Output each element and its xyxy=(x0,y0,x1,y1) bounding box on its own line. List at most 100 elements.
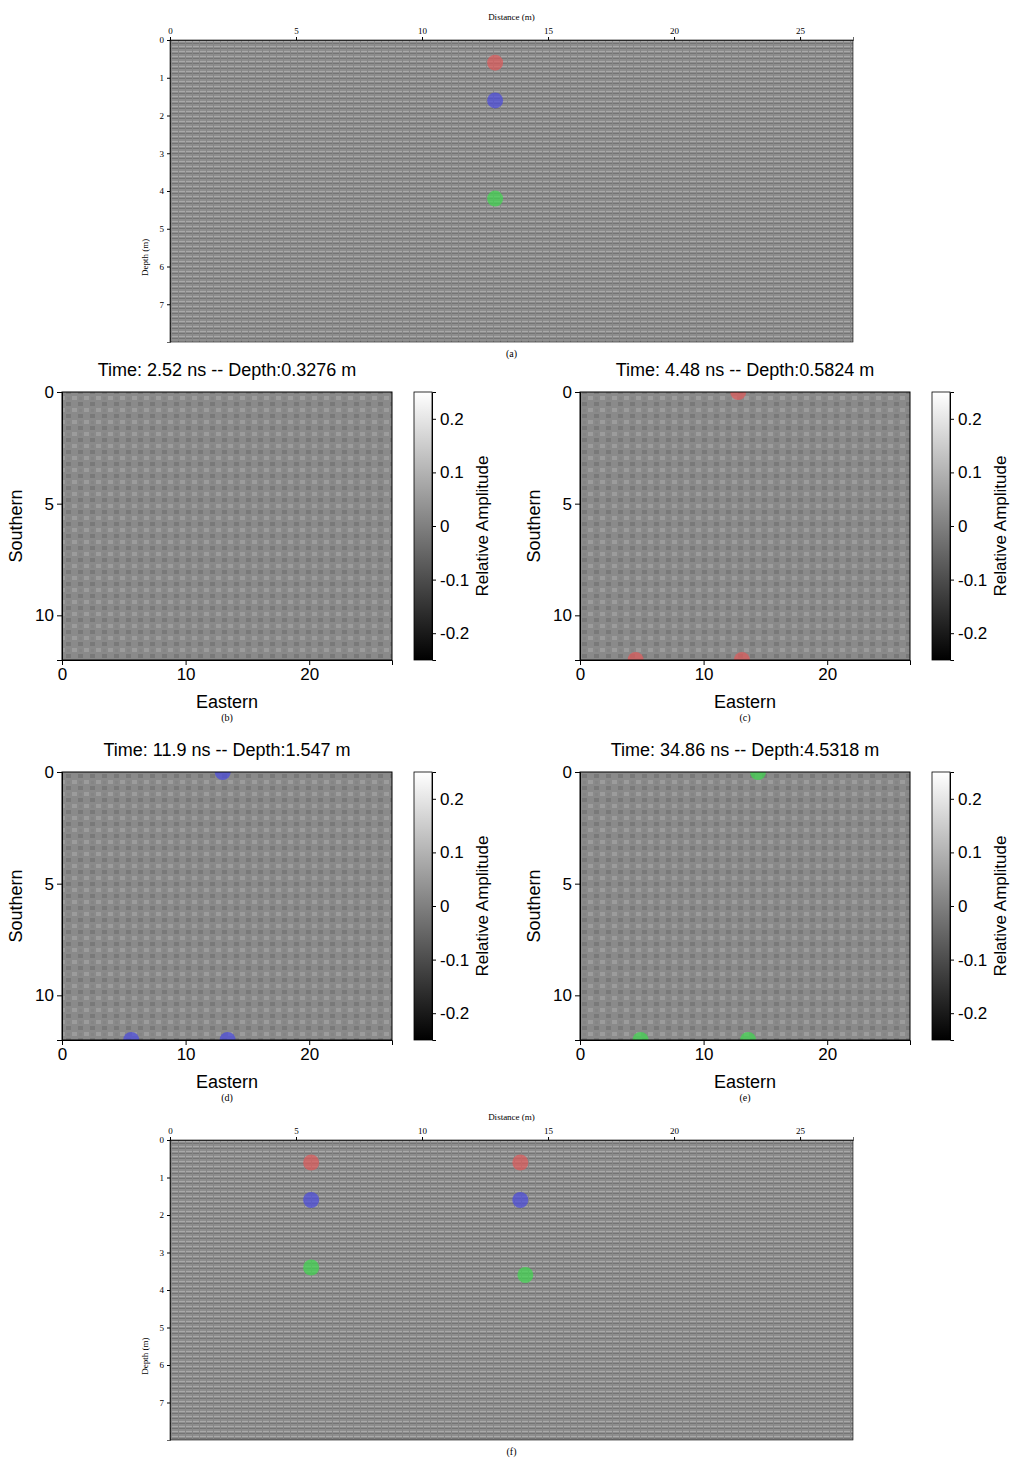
tick-mark xyxy=(167,1140,170,1141)
tick-mark xyxy=(170,1137,171,1140)
tick-label: -0.1 xyxy=(440,951,469,970)
x-axis: 0510152025 xyxy=(168,26,853,41)
tick-mark xyxy=(296,37,297,40)
colorbar-title: Relative Amplitude xyxy=(473,836,492,977)
tick-mark xyxy=(432,960,436,961)
tick-label: 0 xyxy=(563,763,572,782)
y-axis: 0510 xyxy=(553,763,580,1041)
tick-mark xyxy=(57,995,62,996)
tick-label: 10 xyxy=(177,1045,196,1064)
tick-label: 0.2 xyxy=(958,410,982,429)
tick: 5 xyxy=(294,1126,299,1140)
tick: -0.1 xyxy=(950,571,987,590)
tick: 2 xyxy=(160,1210,171,1220)
colorbar-axis: -0.2-0.100.10.2 xyxy=(950,773,987,1041)
tick-label: 10 xyxy=(418,1126,428,1136)
tick-mark xyxy=(548,37,549,40)
marker xyxy=(487,55,503,71)
axis-line xyxy=(575,773,581,1041)
tick: 0.2 xyxy=(950,410,982,429)
tick-mark xyxy=(167,1215,170,1216)
colorbar-axis: -0.2-0.100.10.2 xyxy=(432,393,469,661)
colorbar-title: Relative Amplitude xyxy=(991,456,1010,597)
tick-mark xyxy=(57,772,62,773)
tick: 20 xyxy=(300,1040,319,1064)
tick: 3 xyxy=(160,149,171,159)
tick-label: 5 xyxy=(160,1323,165,1333)
tick-mark xyxy=(57,392,62,393)
tick-mark xyxy=(422,37,423,40)
x-axis: 01020 xyxy=(576,1040,911,1064)
tick-label: -0.1 xyxy=(958,951,987,970)
tick-label: 0 xyxy=(160,35,165,45)
y-axis-title: Southern xyxy=(524,489,544,562)
tick: 5 xyxy=(45,875,62,894)
tick: 0 xyxy=(58,660,67,684)
panel-title: Time: 4.48 ns -- Depth:0.5824 m xyxy=(616,360,874,380)
tick: -0.2 xyxy=(432,1004,469,1023)
tick-mark xyxy=(167,1403,170,1404)
marker xyxy=(512,1192,528,1208)
tick-mark xyxy=(167,1365,170,1366)
tick: 10 xyxy=(418,26,428,40)
tick-label: 10 xyxy=(35,606,54,625)
y-axis: 0510 xyxy=(553,383,580,661)
tick: 20 xyxy=(300,660,319,684)
tick-label: 0 xyxy=(45,383,54,402)
axis-line xyxy=(433,773,437,1041)
colorbar-axis: -0.2-0.100.10.2 xyxy=(432,773,469,1041)
tick-label: 0.2 xyxy=(440,790,464,809)
tick: 0 xyxy=(58,1040,67,1064)
tick-mark xyxy=(167,304,170,305)
tick: 4 xyxy=(160,186,171,196)
marker xyxy=(215,772,231,780)
tick-mark xyxy=(432,1013,436,1014)
tick: 0 xyxy=(432,517,449,536)
tick-label: 5 xyxy=(45,495,54,514)
tick: 0.2 xyxy=(432,410,464,429)
image-area xyxy=(170,40,853,342)
tick-label: 6 xyxy=(160,1360,165,1370)
tick: 0 xyxy=(432,897,449,916)
tick-mark xyxy=(432,419,436,420)
axis-line xyxy=(581,661,911,666)
tick: 25 xyxy=(796,1126,806,1140)
tick-label: 10 xyxy=(177,665,196,684)
tick-mark xyxy=(950,419,954,420)
tick-label: -0.2 xyxy=(440,1004,469,1023)
caption: (b) xyxy=(221,712,233,724)
tick-mark xyxy=(57,615,62,616)
tick-mark xyxy=(674,1137,675,1140)
tick: 10 xyxy=(35,986,62,1005)
axis-line xyxy=(951,773,955,1041)
x-axis-title: Distance (m) xyxy=(488,1112,535,1122)
tick-label: 0 xyxy=(563,383,572,402)
tick-mark xyxy=(950,1013,954,1014)
tick: 0.1 xyxy=(950,843,982,862)
colorbar xyxy=(932,392,950,660)
tick-label: 10 xyxy=(695,665,714,684)
tick: 10 xyxy=(418,1126,428,1140)
tick-mark xyxy=(167,191,170,192)
tick: 0.2 xyxy=(432,790,464,809)
tick-label: 3 xyxy=(160,149,165,159)
tick-mark xyxy=(422,1137,423,1140)
tick-label: 0 xyxy=(440,517,449,536)
tick: 10 xyxy=(553,986,580,1005)
tick-label: 15 xyxy=(544,1126,554,1136)
y-axis: 01234567 xyxy=(160,1135,171,1440)
axis-line xyxy=(63,1041,393,1046)
tick: 10 xyxy=(553,606,580,625)
panel: 010200510Time: 4.48 ns -- Depth:0.5824 m… xyxy=(524,360,1010,724)
colorbar xyxy=(932,772,950,1040)
caption: (f) xyxy=(507,1446,517,1458)
tick-label: 2 xyxy=(160,111,165,121)
tick: 10 xyxy=(177,1040,196,1064)
tick-mark xyxy=(674,37,675,40)
tick-label: 1 xyxy=(160,73,165,83)
tick-label: 10 xyxy=(695,1045,714,1064)
tick: 20 xyxy=(670,1126,680,1140)
panel-title: Time: 34.86 ns -- Depth:4.5318 m xyxy=(611,740,879,760)
x-axis-title: Eastern xyxy=(196,1072,258,1092)
tick: 5 xyxy=(160,1323,171,1333)
